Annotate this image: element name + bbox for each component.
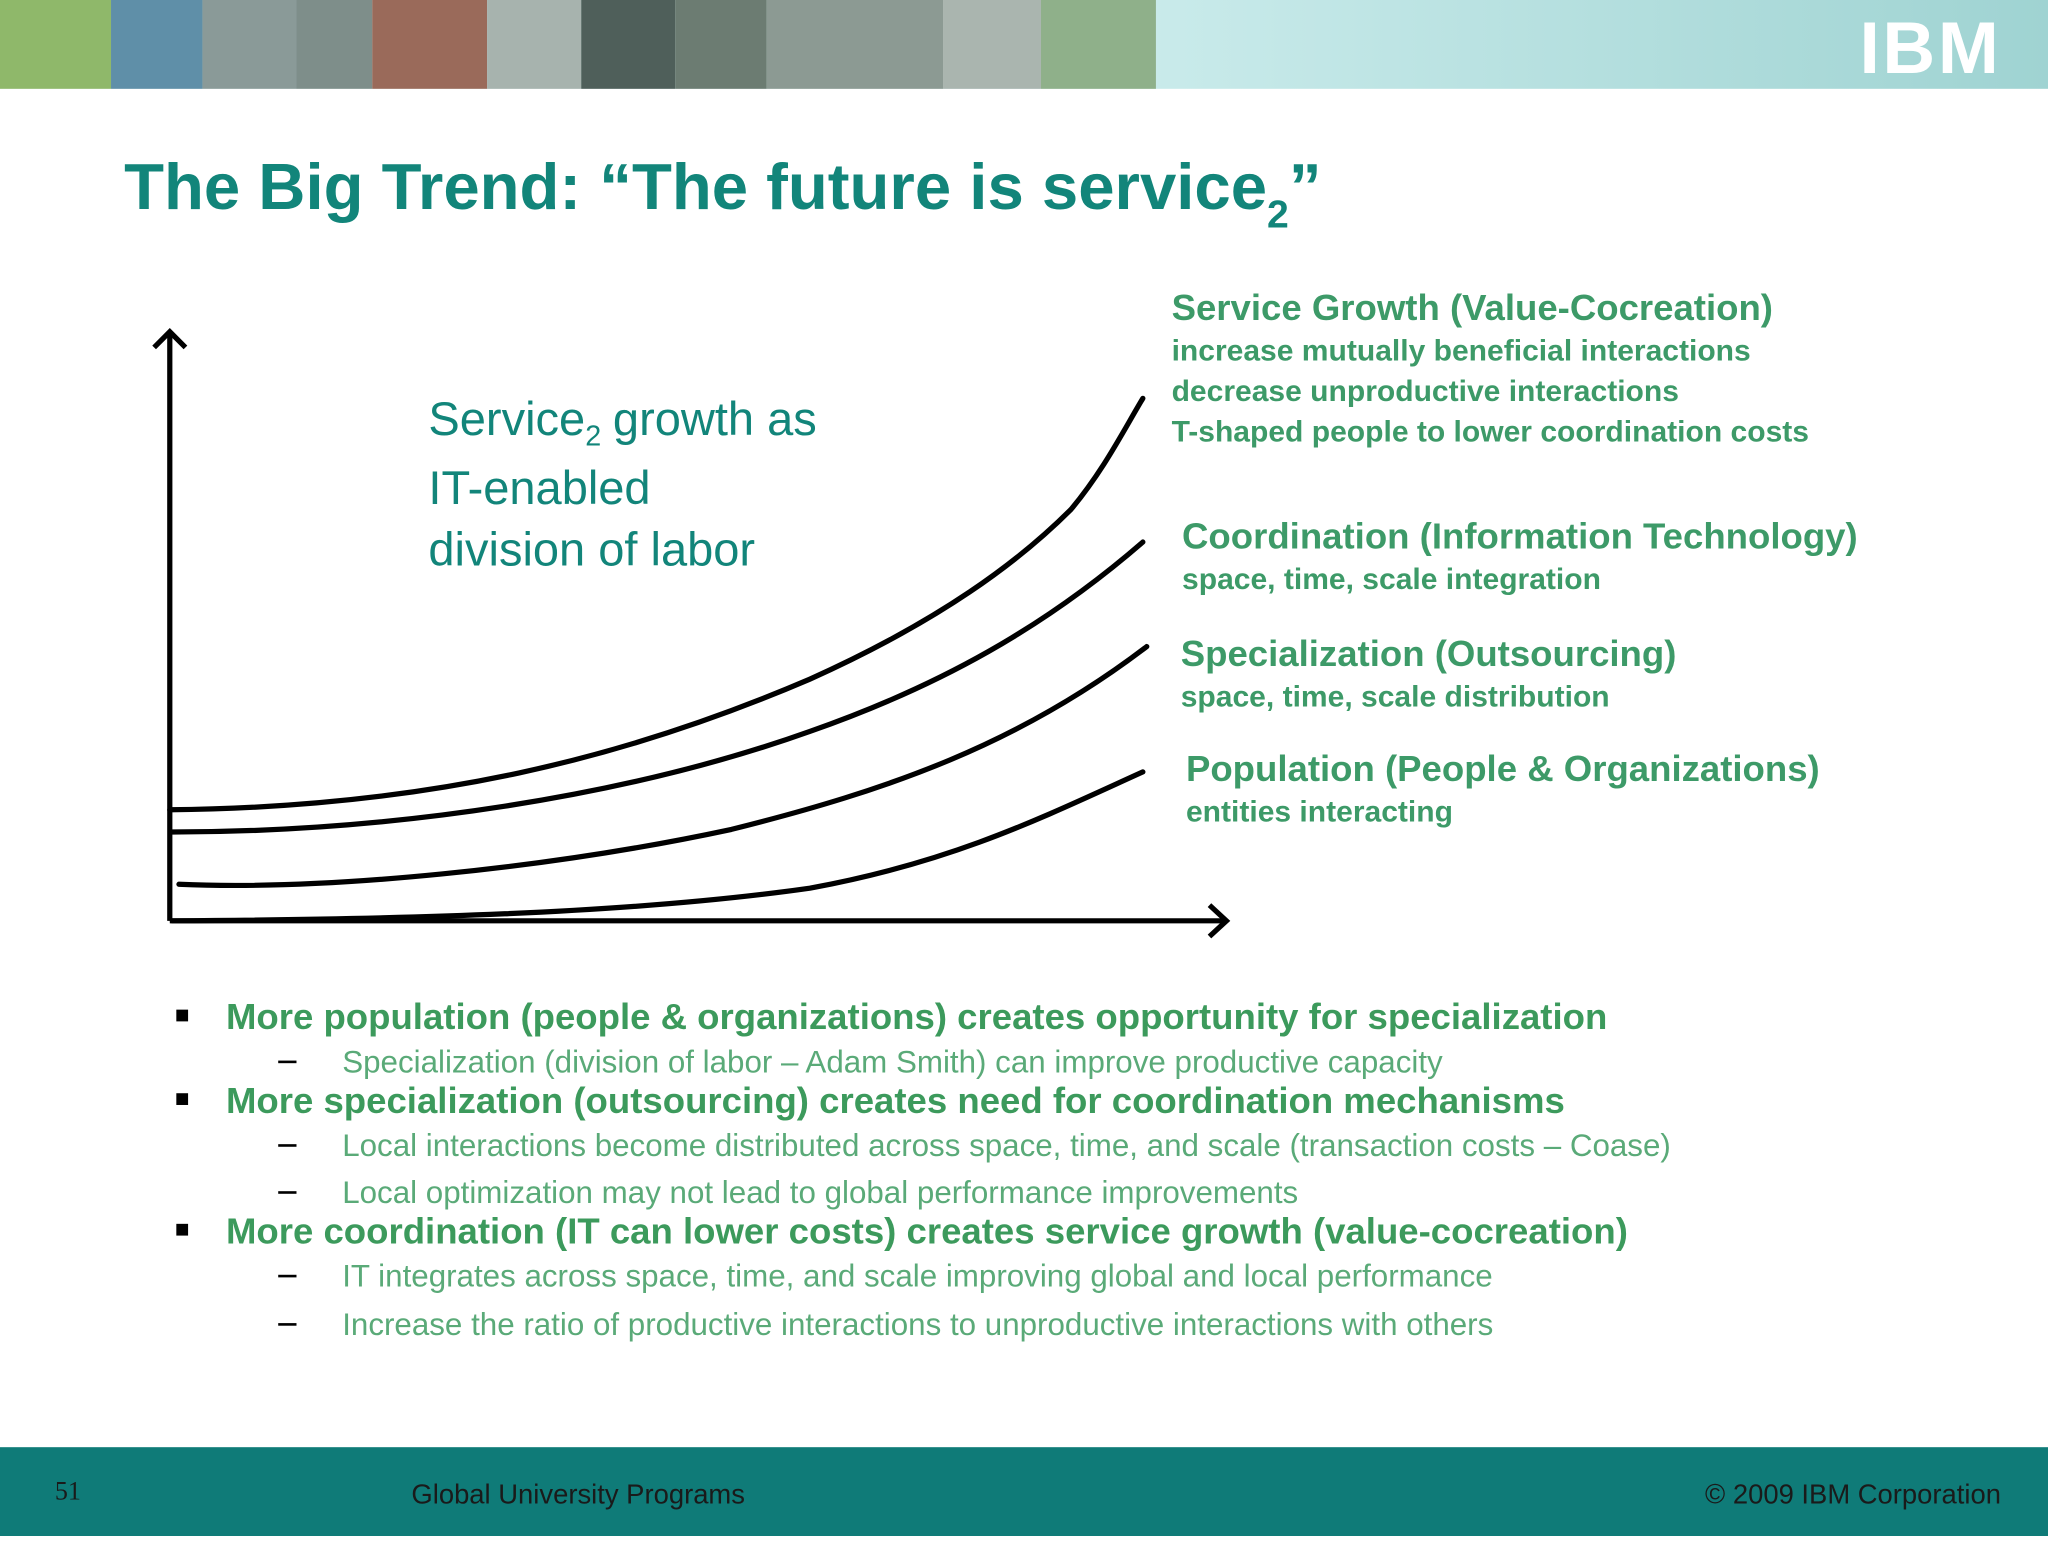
banner-photo [675,0,767,89]
banner-photo [943,0,1041,89]
curve-label-title: Coordination (Information Technology) [1182,516,1858,557]
curve-label-line: decrease unproductive interactions [1172,375,1679,408]
annotation-line: division of labor [428,523,755,576]
footer-program: Global University Programs [411,1478,745,1509]
banner-photo [766,0,944,89]
bullet-marker [176,1009,189,1022]
curve [176,643,1150,888]
sub-bullet-dash [278,1274,297,1278]
bullet-text: More specialization (outsourcing) create… [226,1080,1565,1121]
bullet-list: More population (people & organizations)… [176,996,1671,1342]
bullet-text: More population (people & organizations)… [226,996,1607,1037]
banner-photo [372,0,488,89]
bullet-text: More coordination (IT can lower costs) c… [226,1210,1628,1251]
sub-bullet-text: Increase the ratio of productive interac… [342,1307,1493,1342]
banner-photo [487,0,582,89]
title-end: ” [1289,150,1322,223]
sub-bullet-text: IT integrates across space, time, and sc… [342,1259,1492,1294]
curve-label-line: increase mutually beneficial interaction… [1172,334,1751,367]
x-axis-arrow [1207,903,1231,939]
sub-bullet-dash [278,1323,297,1326]
sub-bullet-text: Local interactions become distributed ac… [342,1128,1671,1163]
curve-label-title: Population (People & Organizations) [1186,748,1820,789]
annotation-word: Service [428,392,585,445]
curve-label-title: Specialization (Outsourcing) [1181,633,1677,674]
title-text: The Big Trend: “The future is service [124,150,1267,223]
sub-bullet-text: Specialization (division of labor – Adam… [342,1044,1443,1079]
curve-label-line: space, time, scale integration [1182,563,1601,596]
curve-label-title: Service Growth (Value-Cocreation) [1172,287,1773,328]
sub-bullet-dash [278,1060,297,1064]
curve-label-line: entities interacting [1186,796,1453,829]
annotation: Service2 growth as [428,392,816,452]
banner-photo [202,0,297,89]
curve-label-line: T-shaped people to lower coordination co… [1172,415,1809,448]
slide-title: The Big Trend: “The future is service2” [124,150,1321,236]
banner-photo [1040,0,1156,89]
banner-photo [296,0,373,89]
title-subscript: 2 [1267,193,1289,236]
annotation-subscript: 2 [585,420,601,452]
logo: IBM [1860,8,2002,89]
page-number: 51 [55,1476,81,1505]
banner-photo [111,0,203,89]
footer: 51 Global University Programs © 2009 IBM… [0,1447,2048,1536]
curve [169,539,1146,835]
y-axis-arrow [152,328,188,350]
annotation-line: IT-enabled [428,461,650,514]
banner-photo [0,0,112,89]
curve-labels: Service Growth (Value-Cocreation) increas… [1172,287,1858,829]
sub-bullet-text: Local optimization may not lead to globa… [342,1175,1298,1210]
sub-bullet-dash [278,1191,297,1194]
bullet-marker [176,1093,189,1105]
banner-photo [581,0,676,89]
curve [167,395,1146,813]
footer-copyright: © 2009 IBM Corporation [1705,1478,2001,1509]
annotation-rest: growth as [613,392,817,445]
bullet-marker [176,1223,189,1236]
curve-label-line: space, time, scale distribution [1181,681,1610,714]
curve [169,769,1146,924]
banner: IBM [0,0,2048,89]
footer-bar [0,1447,2048,1536]
sub-bullet-dash [278,1144,297,1147]
diagram: Service2 growth as IT-enabled division of… [152,287,1858,939]
